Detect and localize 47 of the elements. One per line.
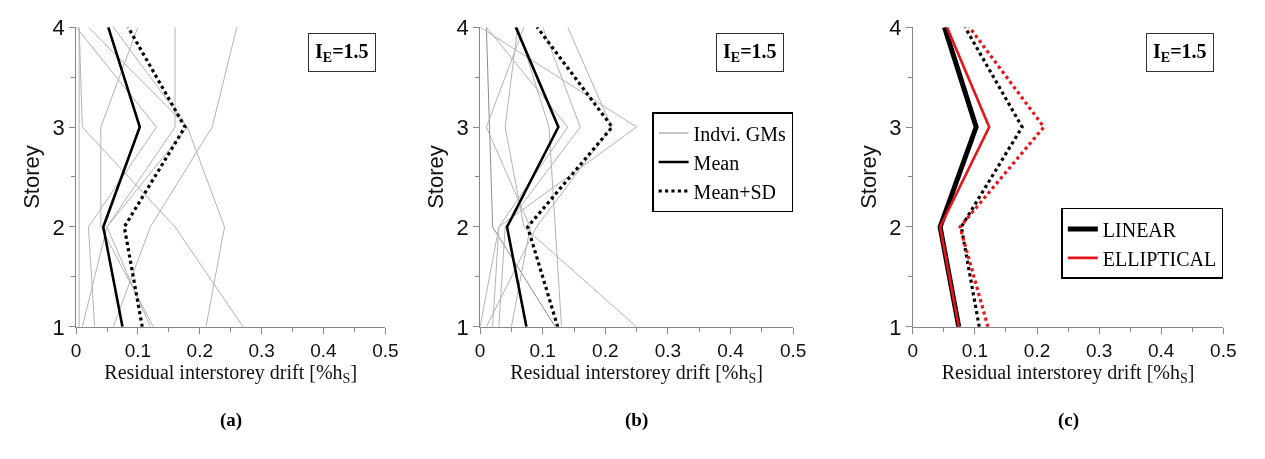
legend-label: Mean+SD [693, 180, 776, 203]
y-tick-label: 2 [52, 214, 65, 240]
x-tick-label: 0.3 [654, 339, 682, 361]
x-tick-label: 0.4 [717, 339, 745, 361]
x-tick-label: 0.4 [1148, 339, 1175, 361]
annotation: I$_{E}$=1.5 [315, 40, 369, 66]
y-axis-title: Storey [855, 145, 881, 209]
y-tick-label: 1 [52, 314, 65, 340]
legend-label: Indvi. GMs [693, 122, 787, 145]
x-axis-title: Residual interstorey drift [%h$_{S}$] [941, 360, 1195, 386]
y-tick-label: 3 [889, 114, 902, 140]
text: (b) [625, 409, 649, 431]
x-axis-title: Residual interstorey drift [%h$_{S}$] [510, 360, 763, 386]
x-tick-label: 0.5 [779, 339, 807, 361]
y-axis-title: Storey [19, 145, 45, 209]
x-tick-label: 0.2 [1023, 339, 1051, 361]
x-tick-label: 0 [907, 339, 919, 361]
legend-label: ELLIPTICAL [1102, 247, 1217, 270]
legend-label: Mean [693, 151, 740, 174]
x-tick-label: 0 [70, 339, 82, 361]
x-tick-label: 0.1 [124, 339, 152, 361]
y-tick-label: 4 [889, 14, 902, 40]
x-tick-label: 0.5 [372, 339, 399, 361]
y-tick-label: 2 [889, 214, 902, 240]
y-axis-title: Storey [423, 145, 449, 209]
x-tick-label: 0.1 [961, 339, 989, 361]
x-axis-title: Residual interstorey drift [%h$_{S}$] [104, 360, 358, 386]
x-tick-label: 0.4 [310, 339, 338, 361]
x-tick-label: 0.2 [186, 339, 213, 361]
y-tick-label: 3 [52, 114, 65, 140]
x-tick-label: 0.2 [592, 339, 619, 361]
y-tick-label: 4 [52, 14, 65, 40]
annotation: I$_{E}$=1.5 [723, 40, 777, 66]
legend-label: LINEAR [1102, 218, 1177, 241]
x-tick-label: 0 [474, 339, 486, 361]
text: (c) [1058, 409, 1080, 431]
x-tick-label: 0.1 [529, 339, 556, 361]
x-tick-label: 0.3 [248, 339, 275, 361]
x-tick-label: 0.5 [1210, 339, 1237, 361]
y-tick-label: 4 [456, 14, 469, 40]
y-tick-label: 1 [889, 314, 902, 340]
annotation: I$_{E}$=1.5 [1153, 40, 1207, 66]
text: (a) [220, 409, 243, 431]
y-tick-label: 1 [456, 314, 469, 340]
y-tick-label: 2 [456, 214, 469, 240]
y-tick-label: 3 [456, 114, 469, 140]
x-tick-label: 0.3 [1085, 339, 1113, 361]
